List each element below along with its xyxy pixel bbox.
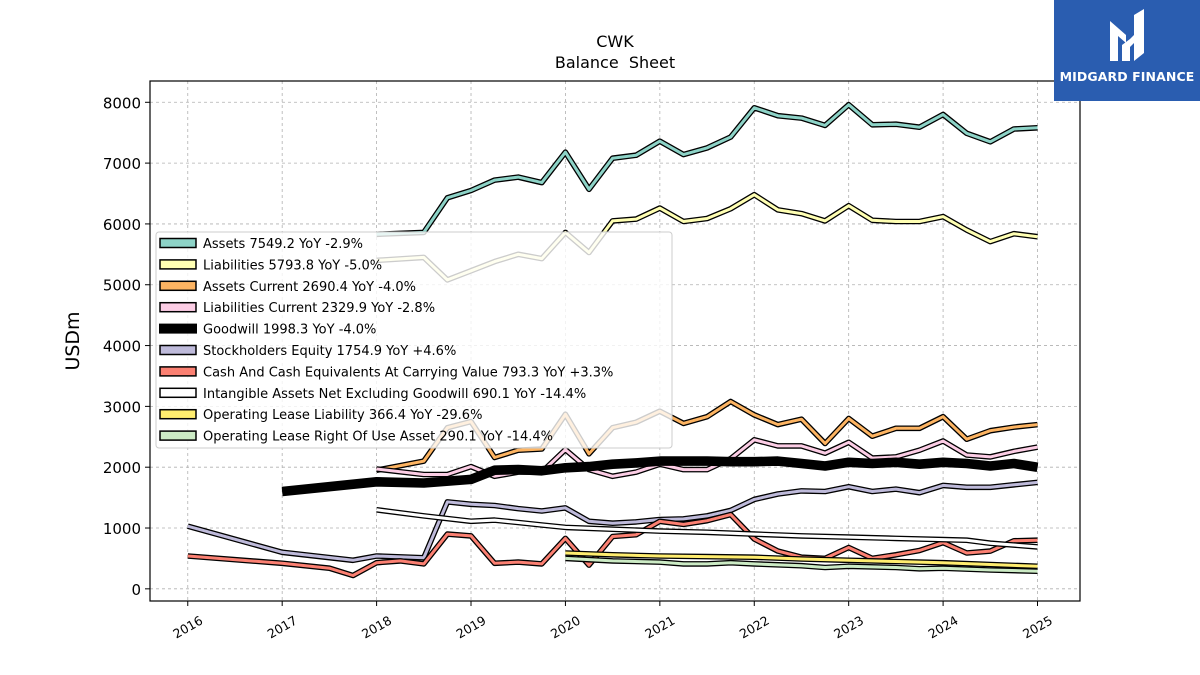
series-operating-lease-liability <box>565 550 1038 570</box>
y-tick-label: 0 <box>131 581 141 599</box>
legend-item: Stockholders Equity 1754.9 YoY +4.6% <box>159 344 456 359</box>
plot-frame <box>149 80 1081 602</box>
series-line <box>187 480 1038 562</box>
series-goodwill <box>281 456 1039 497</box>
legend-box <box>155 231 673 449</box>
legend-label: Operating Lease Liability 366.4 YoY -29.… <box>203 408 482 423</box>
y-tick-label: 4000 <box>103 338 141 356</box>
brand-name: MIDGARD FINANCE <box>1059 69 1195 84</box>
legend-swatch <box>159 344 197 356</box>
x-tick-label: 2019 <box>453 613 488 642</box>
legend-swatch <box>159 408 197 420</box>
x-tick-label: 2025 <box>1020 613 1055 642</box>
legend-swatch <box>159 366 197 377</box>
legend-item: Cash And Cash Equivalents At Carrying Va… <box>159 365 613 380</box>
y-tick-label: 6000 <box>103 216 141 234</box>
y-tick-label: 5000 <box>103 277 141 295</box>
x-tick-label: 2021 <box>642 613 677 642</box>
x-axis: 2016 2017 2018 2019 2020 2021 2022 2023 2024 2025 <box>170 601 1055 642</box>
x-tick-label: 2024 <box>926 613 961 642</box>
legend-label: Stockholders Equity 1754.9 YoY +4.6% <box>203 344 456 359</box>
legend-label: Operating Lease Right Of Use Asset 290.1… <box>203 430 553 445</box>
series-lines <box>187 101 1039 579</box>
series-stockholders-equity <box>187 479 1038 564</box>
y-tick-label: 3000 <box>103 398 141 416</box>
series-line <box>376 508 1038 549</box>
x-tick-label: 2016 <box>170 613 205 642</box>
legend-item: Liabilities 5793.8 YoY -5.0% <box>159 258 382 273</box>
legend-item: Assets Current 2690.4 YoY -4.0% <box>159 280 416 295</box>
legend-item: Goodwill 1998.3 YoY -4.0% <box>159 323 376 338</box>
x-tick-label: 2020 <box>548 613 583 642</box>
legend-swatch <box>159 237 197 249</box>
y-axis-label: USDm <box>62 311 84 370</box>
legend-label: Intangible Assets Net Excluding Goodwill… <box>203 387 586 402</box>
x-tick-label: 2018 <box>359 613 394 642</box>
legend-item: Operating Lease Right Of Use Asset 290.1… <box>159 430 553 445</box>
legend-label: Assets 7549.2 YoY -2.9% <box>203 237 363 252</box>
legend-swatch <box>159 259 197 270</box>
midgard-logo-mark-icon <box>1110 9 1144 61</box>
legend-item: Operating Lease Liability 366.4 YoY -29.… <box>159 408 482 423</box>
y-tick-label: 7000 <box>103 155 141 173</box>
legend-item: Intangible Assets Net Excluding Goodwill… <box>159 387 586 402</box>
series-line <box>376 103 1038 236</box>
legend-label: Liabilities 5793.8 YoY -5.0% <box>203 258 382 273</box>
series-line <box>565 556 1038 573</box>
legend-item: Liabilities Current 2329.9 YoY -2.8% <box>159 301 435 316</box>
chart-title: CWK <box>596 32 634 51</box>
midgard-finance-logo: MIDGARD FINANCE <box>1054 0 1200 101</box>
legend-swatch <box>159 387 197 399</box>
legend-swatch <box>159 430 197 441</box>
series-line <box>187 513 1038 577</box>
legend: Assets 7549.2 YoY -2.9% Liabilities 5793.… <box>155 231 673 449</box>
legend-label: Goodwill 1998.3 YoY -4.0% <box>203 323 376 338</box>
y-tick-label: 1000 <box>103 520 141 538</box>
legend-item: Assets 7549.2 YoY -2.9% <box>159 237 363 252</box>
legend-swatch <box>159 323 197 334</box>
y-tick-label: 8000 <box>103 94 141 112</box>
legend-swatch <box>159 280 197 292</box>
series-operating-lease-right-of-use-asset <box>565 555 1038 574</box>
legend-label: Assets Current 2690.4 YoY -4.0% <box>203 280 416 295</box>
series-cash-and-cash-equivalents-at-carrying-value <box>187 511 1038 579</box>
x-tick-label: 2022 <box>737 613 772 642</box>
x-tick-label: 2023 <box>831 613 866 642</box>
series-line-outline <box>187 479 1038 564</box>
series-assets <box>376 101 1038 238</box>
y-tick-label: 2000 <box>103 459 141 477</box>
legend-label: Cash And Cash Equivalents At Carrying Va… <box>203 365 613 380</box>
y-axis: 0 1000 2000 3000 4000 5000 6000 7000 8000 <box>103 94 150 599</box>
series-intangible-assets-net-excluding-goodwill <box>376 507 1038 550</box>
series-assets-current <box>376 398 1038 473</box>
chart-subtitle: Balance Sheet <box>555 53 675 72</box>
series-line <box>376 400 1038 472</box>
x-tick-label: 2017 <box>265 613 300 642</box>
legend-swatch <box>159 301 197 313</box>
series-line <box>565 551 1038 568</box>
legend-label: Liabilities Current 2329.9 YoY -2.8% <box>203 301 435 316</box>
series-line <box>281 457 1039 495</box>
